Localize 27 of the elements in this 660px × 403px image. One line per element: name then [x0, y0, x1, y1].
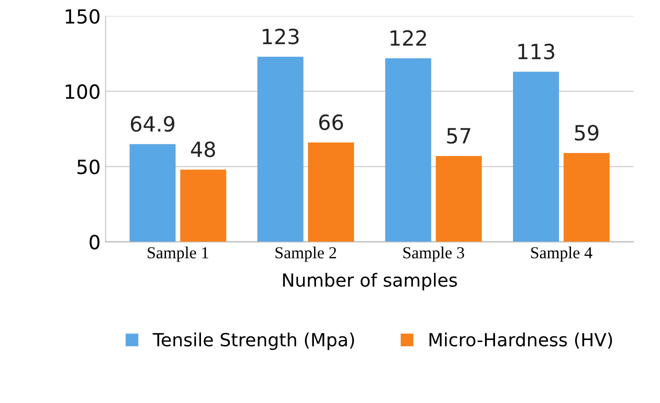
data-label: 59	[574, 124, 598, 141]
data-label: 123	[262, 28, 299, 44]
data-label: 57	[447, 128, 470, 144]
x-tick-label: Sample 2	[276, 246, 336, 262]
bar	[180, 170, 226, 242]
data-label: 113	[518, 44, 554, 60]
legend-label: Micro-Hardness (HV)	[430, 332, 612, 349]
y-tick-label: 100	[66, 84, 100, 100]
x-tick-label: Sample 1	[148, 246, 208, 262]
data-label: 122	[390, 30, 426, 46]
bar	[308, 142, 354, 242]
bar	[436, 156, 482, 242]
x-tick-label: Sample 4	[531, 246, 592, 262]
x-tick-label: Sample 3	[403, 246, 464, 262]
y-tick-label: 0	[90, 234, 100, 250]
y-tick-label: 50	[77, 160, 100, 174]
bar	[257, 56, 304, 242]
y-tick-label: 150	[66, 9, 100, 24]
bar	[564, 153, 610, 242]
bar	[130, 144, 176, 242]
data-label: 64.9	[130, 116, 174, 132]
legend-label: Tensile Strength (Mpa)	[152, 332, 354, 350]
data-label: 48	[190, 141, 216, 158]
x-axis-title: Number of samples	[283, 272, 457, 290]
bar	[385, 58, 432, 242]
data-label: 66	[319, 114, 343, 130]
bar	[512, 72, 559, 242]
